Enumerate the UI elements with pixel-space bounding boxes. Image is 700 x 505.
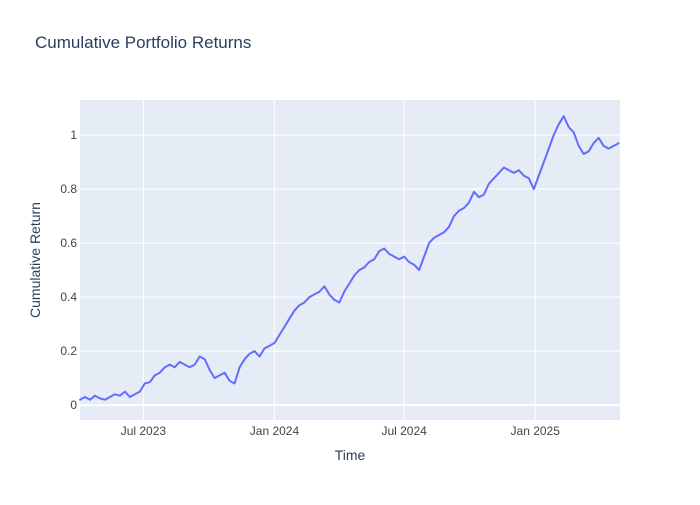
x-tick-label: Jul 2024 [381,424,427,438]
series-line [79,115,620,401]
x-axis-label: Time [335,447,366,463]
y-axis-ticks: 0 0.2 0.4 0.6 0.8 1 [60,128,77,412]
y-axis-label: Cumulative Return [27,202,43,318]
y-tick-label: 0.6 [60,236,77,250]
x-tick-label: Jul 2023 [121,424,167,438]
x-tick-label: Jan 2024 [250,424,300,438]
y-tick-label: 0.4 [60,290,77,304]
plot-background [80,100,620,420]
y-tick-label: 0 [70,398,77,412]
chart-title: Cumulative Portfolio Returns [35,33,252,52]
y-tick-label: 0.2 [60,344,77,358]
y-tick-label: 1 [70,128,77,142]
series-layer [79,115,620,401]
x-tick-label: Jan 2025 [511,424,561,438]
y-tick-label: 0.8 [60,182,77,196]
x-axis-ticks: Jul 2023 Jan 2024 Jul 2024 Jan 2025 [121,424,561,438]
grid [80,100,620,420]
